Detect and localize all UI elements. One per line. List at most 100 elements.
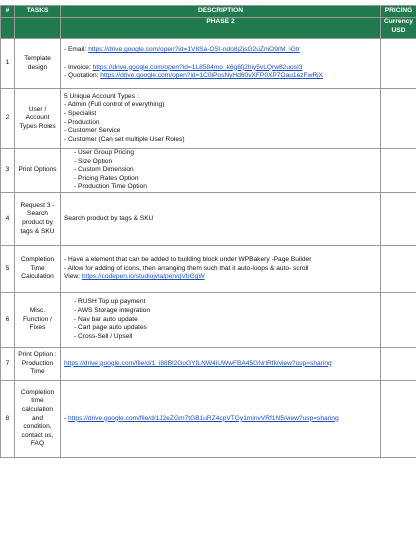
line-text: - Production Time Option (74, 183, 147, 191)
line-text: - Pricing Rates Option (74, 174, 139, 182)
currency-label: Currency USD (380, 17, 416, 39)
phase-label: PHASE 2 (60, 17, 381, 39)
description-line: - RUSH Top up payment (74, 298, 378, 307)
header-pricing: PRICING (380, 5, 416, 18)
description-line: - Custom Dimension (74, 166, 378, 175)
line-text: - User Group Pricing (74, 149, 135, 156)
line-text: - Nav bar auto update (74, 315, 138, 323)
description-line: - Nav bar auto update (74, 316, 378, 325)
description-line: - Specialist (64, 110, 378, 119)
task-name: Print Option : Production Time (14, 346, 61, 381)
description-line: - Customer (Can set multiple User Roles) (64, 136, 378, 145)
description: - https://drive.google.com/file/d/1J2eZG… (60, 379, 381, 458)
pricing-cell (380, 346, 416, 381)
line-text: - Custom Dimension (74, 166, 134, 174)
line-text: - Cross-Sell / Upsell (74, 332, 133, 340)
line-text: - Email: (64, 46, 89, 54)
line-text: - Allow for adding of icons, then arrang… (64, 264, 309, 272)
description: - Have a element that can be added to bu… (60, 244, 381, 293)
pricing-cell (380, 38, 416, 89)
pricing-cell (380, 191, 416, 246)
pricing-cell (380, 88, 416, 149)
description-line: - Quotation: https://drive.google.com/op… (64, 72, 378, 81)
pricing-cell (380, 148, 416, 193)
description: Search product by tags & SKU (60, 191, 381, 246)
description: - RUSH Top up payment - AWS Storage integ… (60, 291, 381, 348)
line-text: - AWS Storage integration (74, 307, 150, 315)
table-body: 1 Template design - Email: https://drive.g… (0, 38, 416, 458)
row-number: 7 (0, 346, 15, 381)
row-number: 2 (0, 88, 15, 149)
line-text: - Specialist (64, 109, 97, 117)
description-line: - Cross-Sell / Upsell (74, 333, 378, 342)
header-tasks: TASKS (14, 5, 61, 18)
description-line: - Allow for adding of icons, then arrang… (64, 265, 378, 274)
description-line: - Cart page auto updates (74, 324, 378, 333)
line-text: - Cart page auto updates (74, 324, 147, 332)
line-text: - RUSH Top up payment (74, 298, 146, 306)
row-number: 3 (0, 148, 15, 193)
header-row: # TASKS DESCRIPTION PRICING (0, 5, 416, 18)
table-row: 6 Misc. Function / Fixes - RUSH Top up pay… (0, 291, 416, 348)
description-line: - Production (64, 119, 378, 128)
link[interactable]: https://drive.google.com/open?id=1V8Sa-O… (88, 46, 300, 54)
description-line: - Pricing Rates Option (74, 175, 378, 184)
subheader-blank (14, 17, 61, 39)
description: https://drive.google.com/file/d/1_i88Bl2… (60, 346, 381, 381)
description-line: - AWS Storage integration (74, 307, 378, 316)
description-line: - Have a element that can be added to bu… (64, 256, 378, 265)
row-number: 1 (0, 38, 15, 89)
description-line: - Production Time Option (74, 183, 378, 191)
line-text: - Customer Service (64, 127, 121, 135)
description-line: - Size Option (74, 158, 378, 167)
line-text: - Have a element that can be added to bu… (64, 256, 312, 264)
task-name: Template design (14, 38, 61, 89)
task-table: # TASKS DESCRIPTION PRICING PHASE 2 Curr… (0, 5, 416, 458)
line-text: - Production (64, 118, 100, 126)
header-description: DESCRIPTION (60, 5, 381, 18)
description: 5 Unique Account Types :- Admin (Full co… (60, 88, 381, 149)
description-line: - Invoice: https://drive.google.com/open… (64, 64, 378, 73)
line-text: - Invoice: (64, 63, 93, 71)
line-text: - Size Option (74, 157, 113, 165)
task-name: Request 3 - Search product by tags & SKU (14, 191, 61, 246)
task-name: Completion Time Calculation (14, 244, 61, 293)
table-row: 8 Completion time calculation and conditi… (0, 379, 416, 458)
description-line: Search product by tags & SKU (64, 215, 378, 224)
pricing-cell (380, 244, 416, 293)
link[interactable]: https://drive.google.com/open?id=1C0iPos… (100, 72, 323, 80)
description-line: - User Group Pricing (74, 149, 378, 157)
table-row: 5 Completion Time Calculation - Have a ele… (0, 244, 416, 293)
line-text: 5 Unique Account Types : (64, 92, 139, 100)
task-name: Print Options (14, 148, 61, 193)
header-number: # (0, 5, 15, 18)
row-number: 4 (0, 191, 15, 246)
line-text: - (64, 414, 69, 422)
link[interactable]: https://drive.google.com/file/d/1J2eZGm7… (68, 414, 339, 422)
table-row: 7 Print Option : Production Time https://d… (0, 346, 416, 381)
description-line: 5 Unique Account Types : (64, 93, 378, 102)
task-name: Completion time calculation and conditio… (14, 379, 61, 458)
table-row: 2 User / Account Types Roles 5 Unique Acco… (0, 88, 416, 149)
pricing-cell (380, 291, 416, 348)
table-row: 4 Request 3 - Search product by tags & SK… (0, 191, 416, 246)
line-text: - Admin (Full control of everything) (64, 101, 165, 109)
link[interactable]: https://codepen.io/studiojvla/pen/qVbGqW (81, 273, 205, 281)
link[interactable]: https://drive.google.com/file/d/1_i88Bl2… (64, 359, 332, 367)
task-name: Misc. Function / Fixes (14, 291, 61, 348)
description-line: - https://drive.google.com/file/d/1J2eZG… (64, 415, 378, 424)
line-text: - Quotation: (64, 72, 101, 80)
pricing-cell (380, 379, 416, 458)
description: - User Group Pricing - Size Option - Custo… (60, 148, 381, 193)
row-number: 8 (0, 379, 15, 458)
table-row: 3 Print Options - User Group Pricing - Size… (0, 148, 416, 193)
task-name: User / Account Types Roles (14, 88, 61, 149)
description-line: - Email: https://drive.google.com/open?i… (64, 46, 378, 55)
row-number: 6 (0, 291, 15, 348)
link[interactable]: https://drive.google.com/open?id=1L8584m… (92, 63, 303, 71)
subheader-row: PHASE 2 Currency USD (0, 17, 416, 39)
description-line: https://drive.google.com/file/d/1_i88Bl2… (64, 360, 378, 369)
subheader-blank (0, 17, 15, 39)
description-line: - Customer Service (64, 127, 378, 136)
